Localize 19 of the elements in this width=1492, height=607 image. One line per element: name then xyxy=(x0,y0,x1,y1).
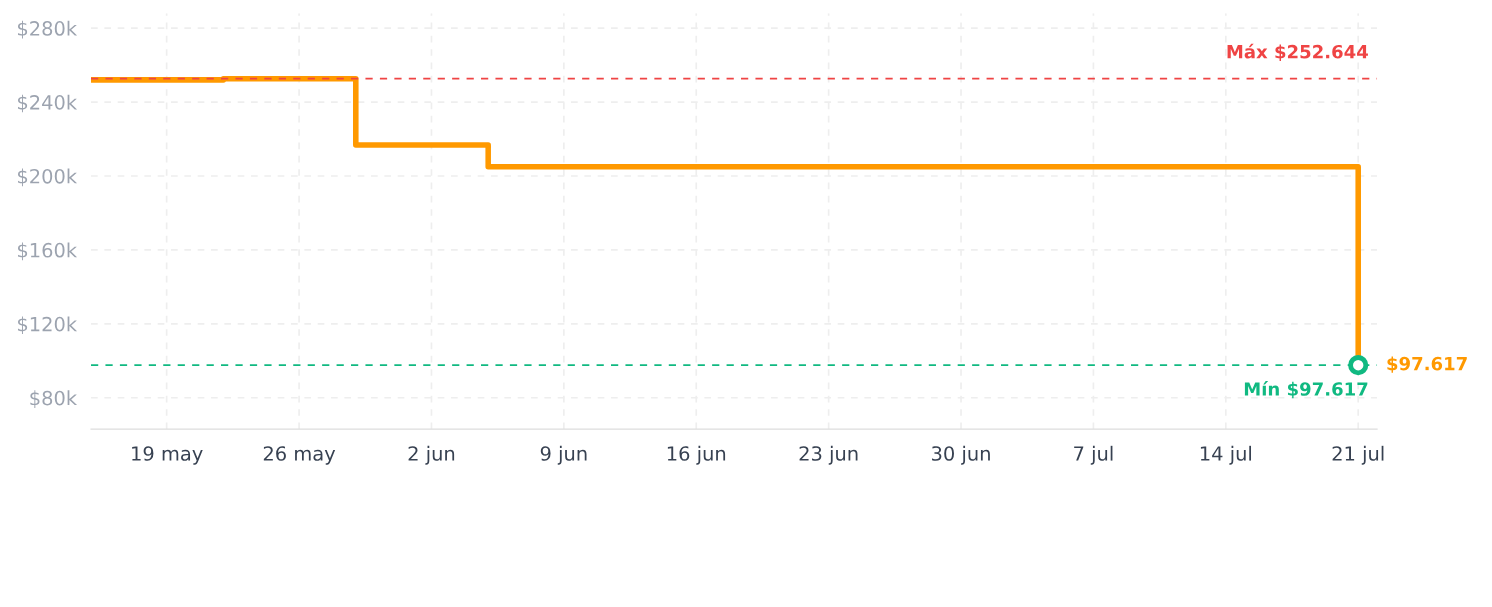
x-tick-label: 26 may xyxy=(263,446,336,465)
x-tick-label: 7 jul xyxy=(1074,445,1113,465)
x-tick-label: 19 may xyxy=(132,446,203,465)
y-tick-label: $120k xyxy=(17,316,78,335)
y-tick-label: $80k xyxy=(30,390,78,408)
y-tick-label: $240k xyxy=(17,94,78,113)
x-tick-label: 21 jul xyxy=(1332,445,1384,465)
annotation: $97.617 xyxy=(1387,356,1467,373)
y-tick-label: $200k xyxy=(17,168,78,187)
ref-line-label: Mín $97.617 xyxy=(1244,381,1368,399)
x-tick-label: 9 jun xyxy=(540,445,587,465)
x-tick-label: 14 jul xyxy=(1200,445,1252,465)
x-tick-label: 16 jun xyxy=(667,445,726,465)
x-tick-label: 2 jun xyxy=(408,445,455,465)
x-tick-label: 30 jun xyxy=(932,445,990,465)
y-tick-label: $160k xyxy=(17,242,78,261)
ref-line-label: Máx $252.644 xyxy=(1227,43,1368,61)
x-tick-label: 23 jun xyxy=(799,445,858,465)
y-tick-label: $280k xyxy=(17,20,78,39)
